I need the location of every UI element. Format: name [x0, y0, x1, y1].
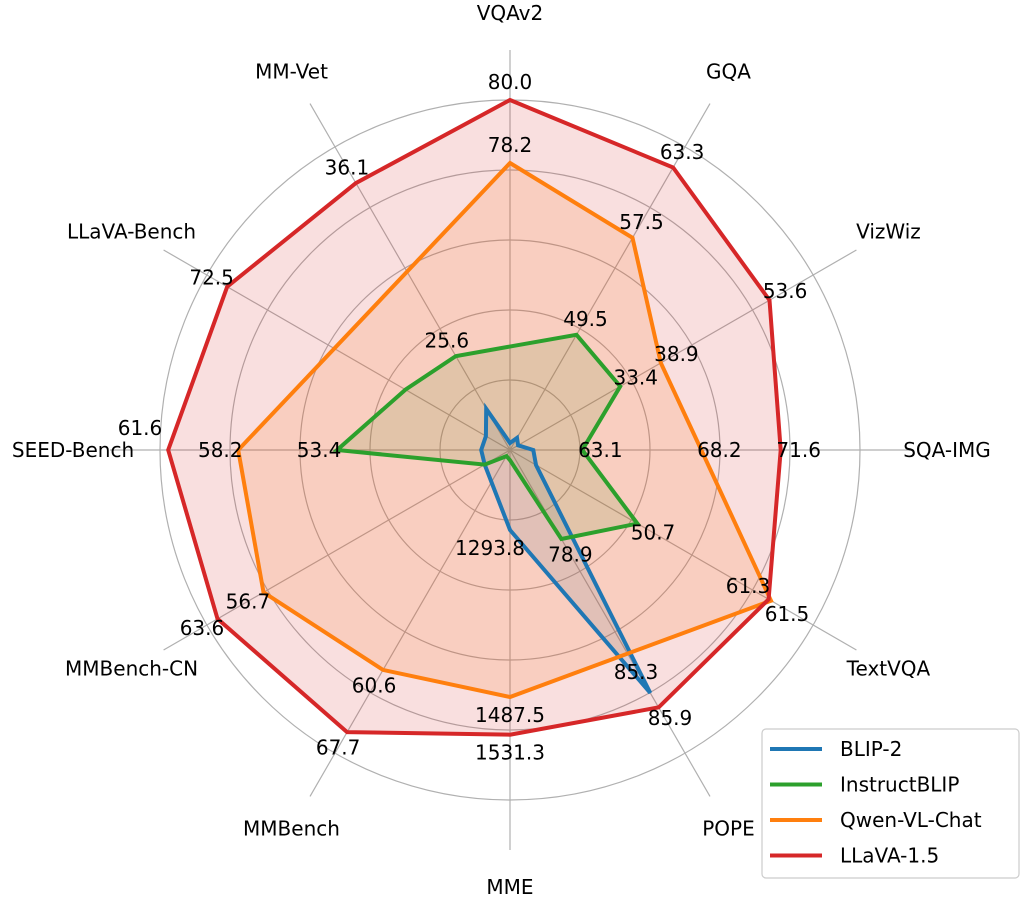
series-line-Qwen-VL-Chat	[236, 160, 774, 700]
value-label: 63.6	[180, 616, 225, 640]
grid	[110, 50, 910, 850]
value-label: 78.9	[548, 543, 593, 567]
axis-label: TextVQA	[846, 657, 931, 681]
grid-spoke	[509, 103, 711, 451]
value-label: 61.3	[726, 574, 771, 598]
value-label: 38.9	[654, 342, 699, 366]
value-label: 72.5	[189, 266, 234, 290]
value-label: 68.2	[697, 438, 742, 462]
series-line-InstructBLIP	[332, 332, 641, 542]
value-label: 50.7	[631, 521, 676, 545]
value-label: 67.7	[316, 736, 361, 760]
grid-spoke	[509, 249, 857, 451]
value-label: 1531.3	[475, 741, 545, 765]
value-label: 57.5	[619, 210, 664, 234]
axis-label: MME	[486, 875, 533, 899]
value-label: 33.4	[613, 365, 658, 389]
axis-label: SEED-Bench	[12, 438, 134, 462]
series-lines	[166, 97, 783, 737]
value-label: 53.6	[763, 279, 808, 303]
value-label: 56.7	[226, 589, 271, 613]
series-line-LLaVA-1.5	[166, 97, 783, 737]
axis-labels: VQAv2 GQA VizWiz SQA-IMG TextVQA POPE MME MMBen…	[12, 1, 991, 899]
axis-label: VizWiz	[856, 220, 921, 244]
value-labels: 85.3 1293.8 49.5 33.4 63.1 50.7 78.9 53.4 25.6 78…	[118, 70, 821, 765]
legend-box	[761, 728, 1020, 879]
grid-spoke	[309, 449, 511, 797]
legend: BLIP-2 InstructBLIP Qwen-VL-Chat LLaVA-1.5	[761, 728, 1020, 879]
value-label: 80.0	[488, 70, 533, 94]
series-fill-Qwen-VL-Chat	[238, 163, 771, 697]
value-label: 1487.5	[475, 703, 545, 727]
value-label: 49.5	[563, 307, 608, 331]
series-fill-LLaVA-1.5	[168, 100, 781, 735]
series-fills	[168, 100, 781, 735]
axis-label: MMBench	[243, 816, 340, 840]
grid-spoke	[163, 249, 511, 451]
legend-label: LLaVA-1.5	[840, 844, 939, 868]
value-label: 53.4	[297, 438, 342, 462]
axis-label: MM-Vet	[255, 60, 328, 84]
axis-label: LLaVA-Bench	[67, 220, 196, 244]
axis-label: POPE	[702, 816, 755, 840]
series-line-BLIP-2	[479, 402, 653, 695]
axis-label: GQA	[706, 60, 751, 84]
value-label: 85.3	[614, 660, 659, 684]
value-label: 1293.8	[455, 536, 525, 560]
legend-label: Qwen-VL-Chat	[840, 808, 982, 832]
value-label: 78.2	[488, 133, 533, 157]
value-label: 85.9	[648, 706, 693, 730]
value-label: 60.6	[352, 673, 397, 697]
legend-label: InstructBLIP	[840, 773, 959, 797]
grid-spoke	[309, 103, 511, 451]
grid-spoke	[163, 449, 511, 651]
axis-label: VQAv2	[477, 1, 544, 25]
grid-spoke	[509, 449, 857, 651]
value-label: 36.1	[325, 156, 370, 180]
axis-label: SQA-IMG	[903, 438, 991, 462]
value-label: 58.2	[198, 438, 243, 462]
value-label: 61.5	[765, 602, 810, 626]
value-label: 25.6	[425, 329, 470, 353]
legend-label: BLIP-2	[840, 737, 902, 761]
axis-label: MMBench-CN	[65, 657, 198, 681]
value-label: 63.1	[578, 438, 623, 462]
value-label: 63.3	[660, 140, 705, 164]
value-label: 61.6	[118, 416, 163, 440]
value-label: 71.6	[776, 438, 821, 462]
